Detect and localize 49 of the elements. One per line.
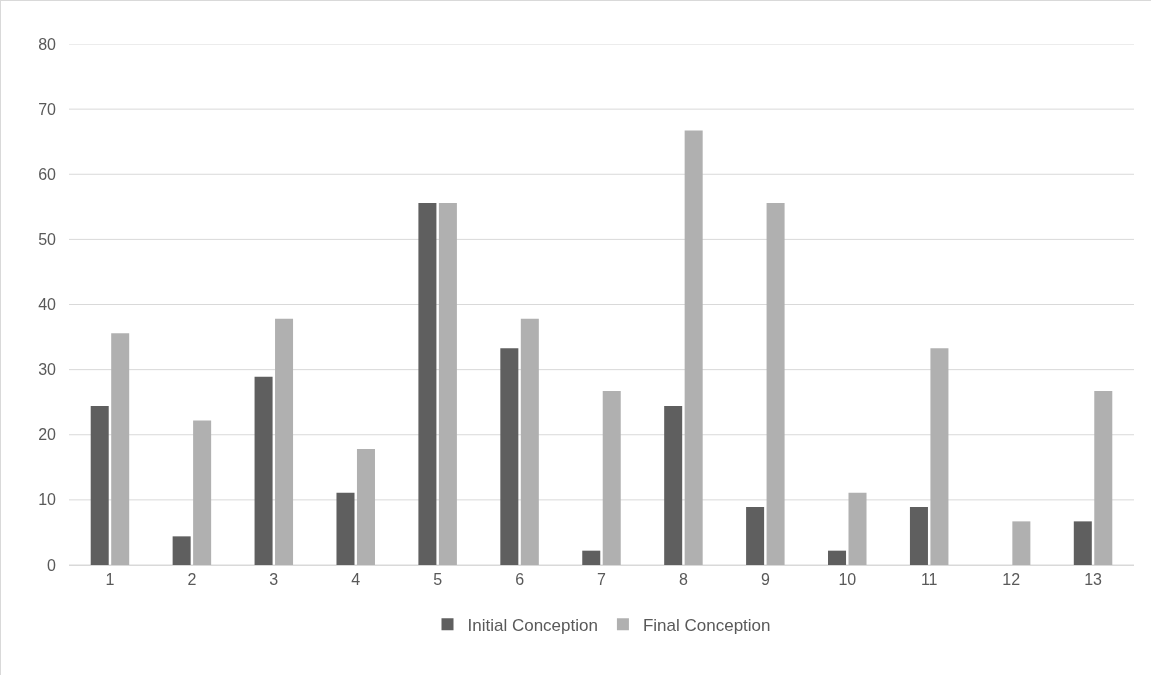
y-tick-label: 10: [38, 491, 57, 509]
bar: [930, 348, 949, 565]
x-tick-label: 8: [678, 571, 688, 589]
bar: [582, 550, 601, 565]
x-tick-label: 7: [597, 571, 607, 589]
y-tick-label: 70: [38, 100, 57, 118]
bar: [254, 376, 273, 565]
bar: [684, 130, 703, 565]
bar: [828, 550, 847, 565]
y-tick-label: 20: [38, 426, 57, 444]
bar: [602, 391, 621, 565]
x-tick-label: 9: [760, 571, 770, 589]
x-tick-label: 1: [105, 571, 115, 589]
bar: [111, 333, 130, 565]
bar: [1012, 521, 1031, 565]
bar: [275, 318, 294, 565]
y-tick-label: 60: [38, 165, 57, 183]
bar: [520, 318, 539, 565]
bar: [500, 348, 519, 565]
x-tick-label: 6: [515, 571, 525, 589]
y-tick-label: 0: [47, 556, 57, 574]
bar: [336, 492, 355, 565]
y-tick-label: 30: [38, 361, 57, 379]
bar: [418, 202, 437, 565]
bar: [909, 507, 928, 565]
x-tick-label: 11: [920, 571, 938, 589]
x-tick-label: 5: [433, 571, 443, 589]
bar: [848, 492, 867, 565]
legend-label: Initial Conception: [467, 615, 598, 635]
x-tick-label: 10: [838, 571, 857, 589]
bar: [438, 202, 457, 565]
y-tick-label: 50: [38, 230, 57, 248]
x-tick-label: 2: [187, 571, 197, 589]
bar: [746, 507, 765, 565]
legend-label: Final Conception: [642, 615, 771, 635]
bar: [193, 420, 212, 565]
bar: [766, 202, 785, 565]
x-tick-label: 4: [351, 571, 361, 589]
x-tick-label: 3: [269, 571, 279, 589]
bar: [664, 406, 683, 565]
bar: [1094, 391, 1113, 565]
bar: [356, 449, 375, 565]
x-tick-label: 13: [1084, 571, 1103, 589]
bar: [90, 406, 109, 565]
bar: [172, 536, 191, 565]
x-tick-label: 12: [1002, 571, 1021, 589]
y-tick-label: 80: [38, 35, 57, 53]
bar: [1073, 521, 1092, 565]
y-tick-label: 40: [38, 296, 57, 314]
